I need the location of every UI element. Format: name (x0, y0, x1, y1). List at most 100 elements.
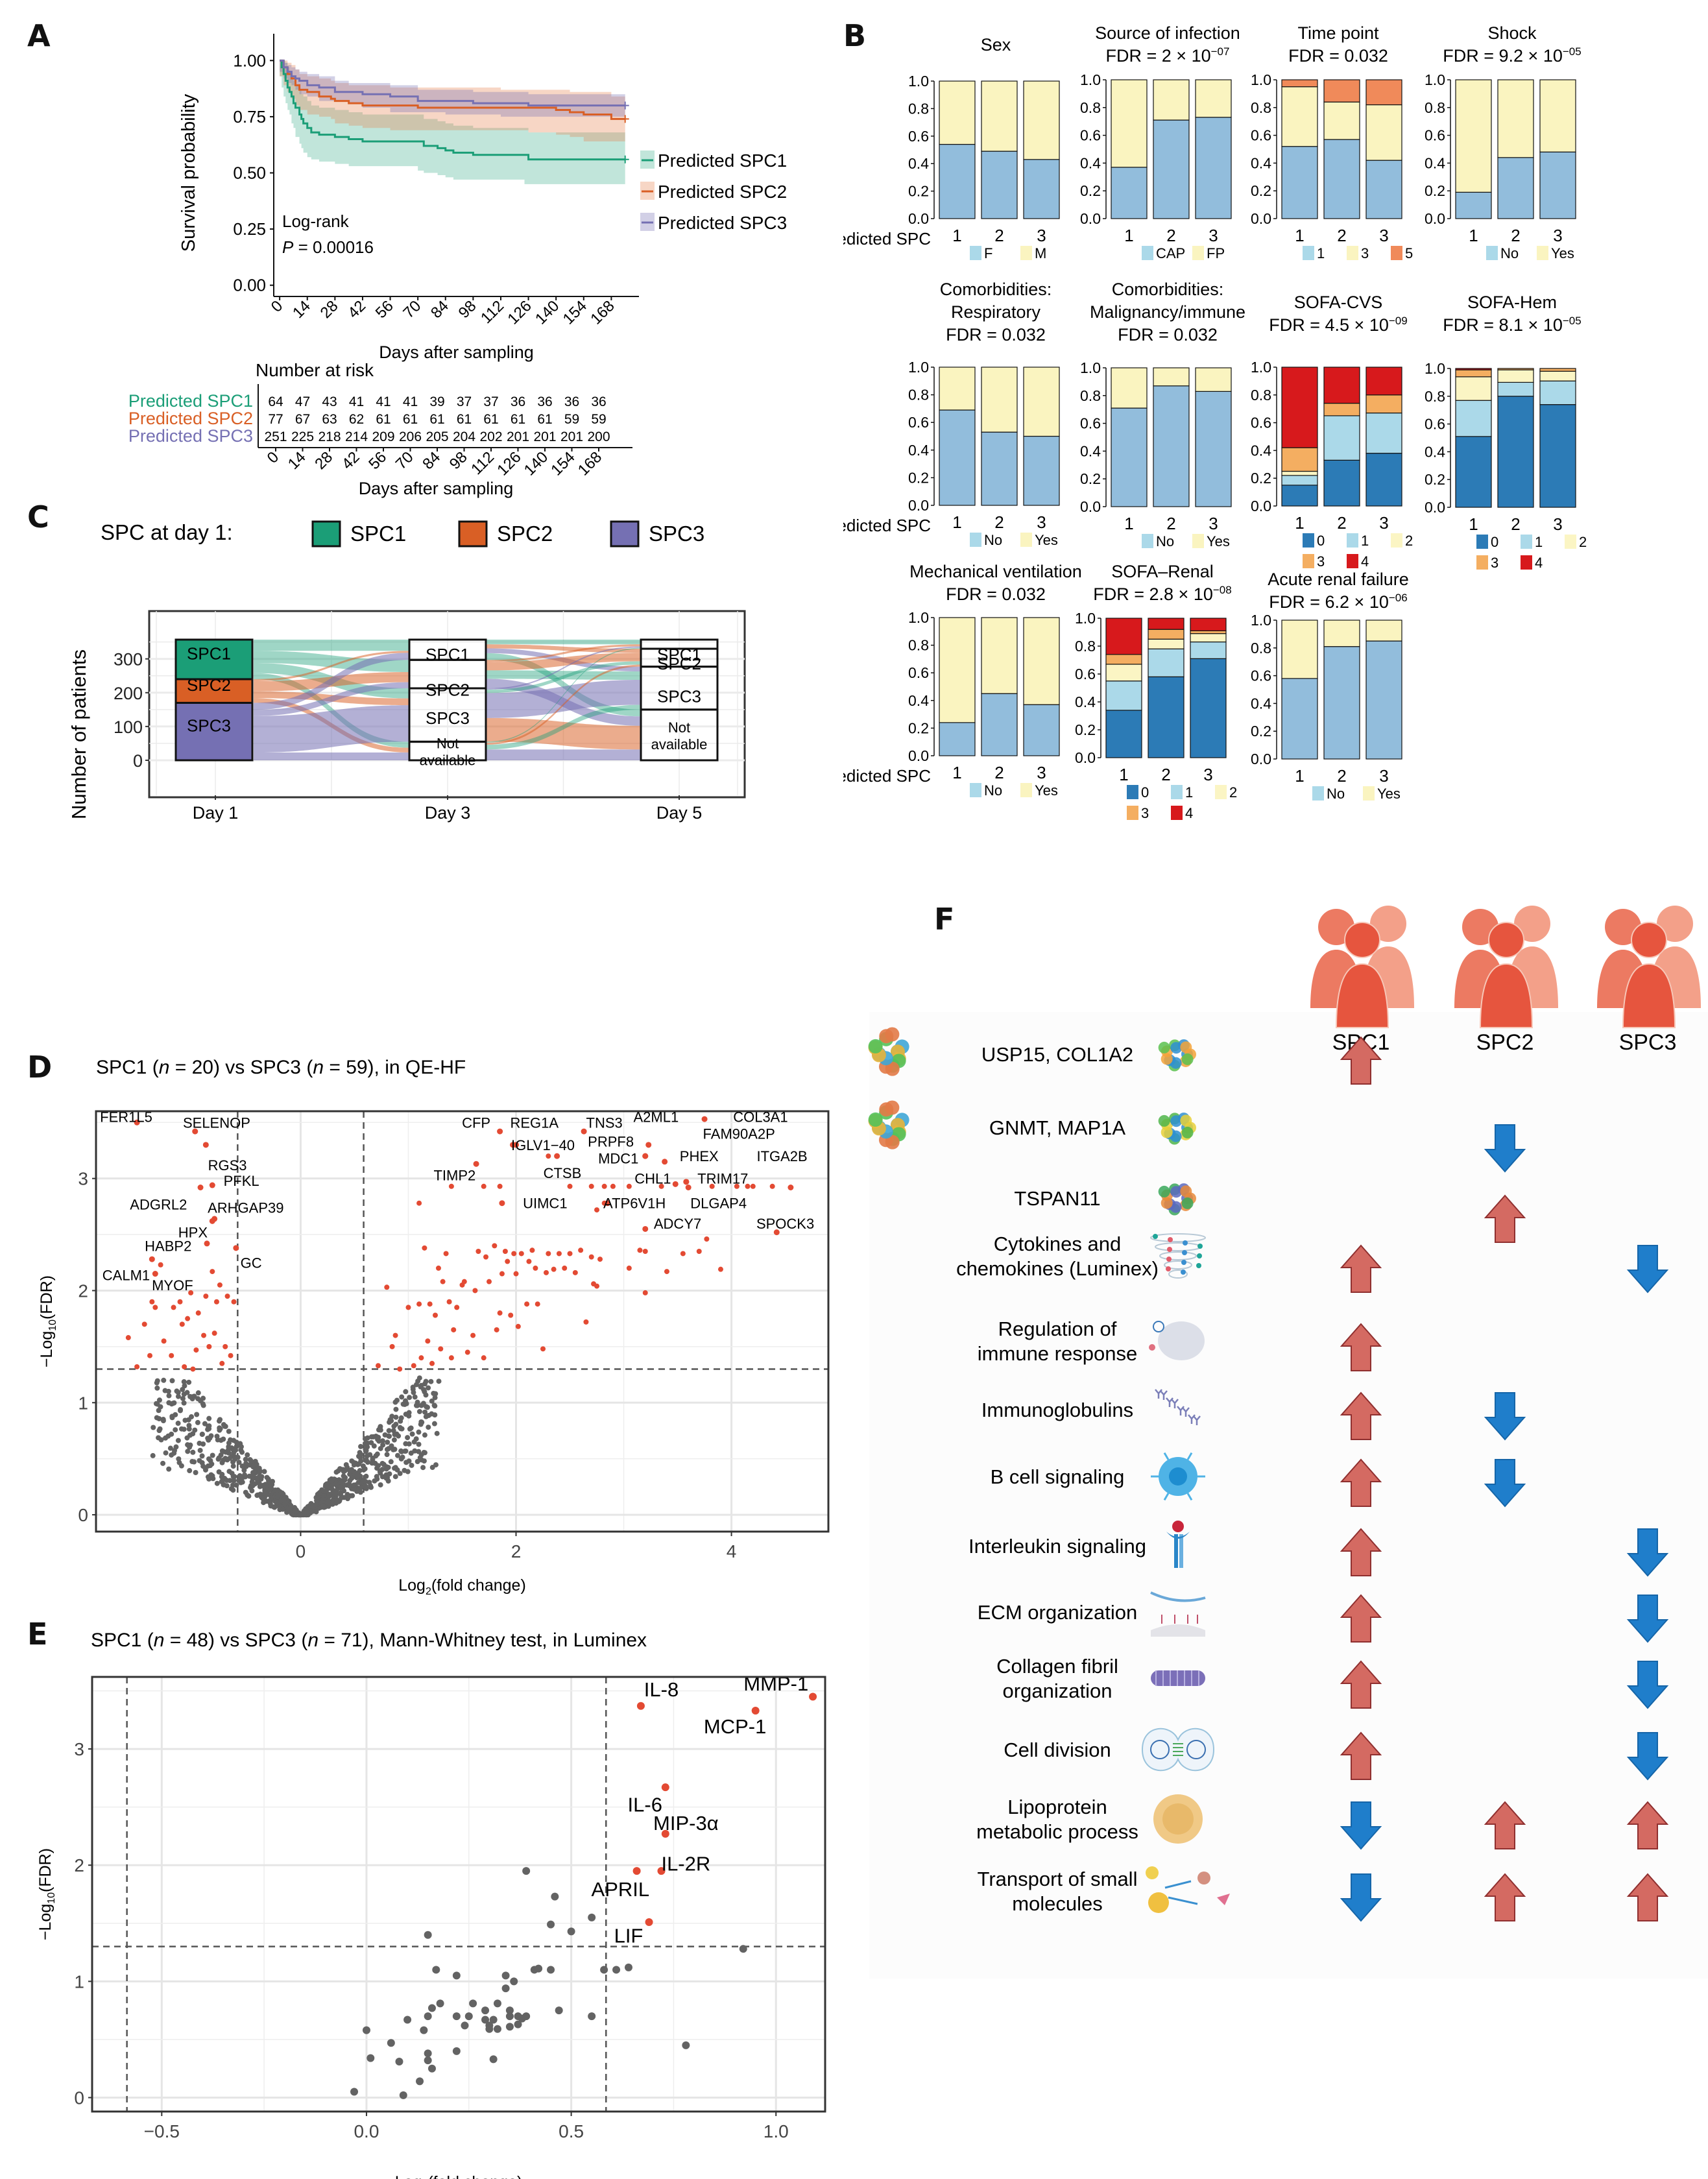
legend-key (1192, 246, 1204, 260)
swirl (1150, 1233, 1206, 1242)
nonsignificant-point (469, 1999, 477, 2008)
labeled-point (605, 1200, 611, 1207)
patient-group-icon (1310, 906, 1414, 1028)
nonsignificant-point (281, 1497, 287, 1502)
subplot-title: Comorbidities: (1112, 280, 1224, 299)
dot (1149, 1344, 1155, 1351)
significant-point (497, 1310, 503, 1316)
nonsignificant-point (398, 1448, 404, 1454)
blob (1170, 1042, 1183, 1054)
legend-key (1020, 783, 1032, 797)
arrow-down-icon (1340, 1873, 1382, 1922)
pathway-label: Lipoprotein (1007, 1796, 1107, 1818)
nonsignificant-point (227, 1478, 233, 1484)
arrow-down-icon (1626, 1528, 1669, 1577)
legend-key (1303, 246, 1314, 260)
person-head (1631, 922, 1667, 958)
subplot-sofa-renal: SOFA–Renal FDR = 2.8 × 10−08 0.0 0.2 0.4 0.6 0… (1075, 562, 1237, 821)
nonsignificant-point (173, 1427, 178, 1433)
legend-label: Predicted SPC2 (658, 182, 787, 202)
significant-point (422, 1245, 427, 1251)
cytokine-point (661, 1829, 669, 1838)
nonsignificant-point (567, 1927, 575, 1936)
nonsignificant-point (489, 2055, 498, 2064)
bar-segment (1023, 80, 1060, 160)
legend-label: 1 (1535, 534, 1543, 550)
bar-segment (981, 150, 1018, 219)
y-tick-label: 0.4 (908, 155, 929, 172)
x-tick-label: 1 (1295, 766, 1304, 786)
y-tick-label: 0.8 (1080, 99, 1101, 116)
bar-segment (1148, 629, 1185, 640)
cytokine-point (751, 1706, 760, 1715)
y-axis-title: Number of patients (67, 649, 90, 819)
blob (885, 1061, 900, 1076)
y-tick-label: 0.4 (908, 692, 929, 709)
nonsignificant-point (407, 1395, 413, 1401)
significant-point (515, 1323, 521, 1329)
nonsignificant-point (329, 1486, 335, 1492)
legend-key (1486, 246, 1498, 260)
dot (1183, 1240, 1188, 1246)
nonsignificant-point (505, 2023, 514, 2031)
stratum-box (174, 638, 254, 680)
nonsignificant-point (505, 2012, 514, 2021)
arrow-down-icon (1626, 1595, 1669, 1643)
nonsignificant-point (257, 1468, 263, 1474)
arrow-up-icon (1340, 1731, 1382, 1780)
stratum-label: SPC3 (187, 716, 231, 736)
nonsignificant-point (184, 1435, 190, 1441)
y-tick-label: 1.0 (1075, 610, 1096, 627)
nonsignificant-point (231, 1446, 237, 1452)
blob (879, 1102, 894, 1117)
bar-segment (1323, 403, 1360, 416)
nonsignificant-point (547, 1920, 555, 1929)
labeled-point (642, 1153, 649, 1159)
nonsignificant-point (424, 2012, 432, 2021)
pathway-row: Immunoglobulins (981, 1389, 1201, 1425)
labeled-point (554, 1153, 560, 1159)
x-tick-label: 84 (427, 297, 452, 322)
y-tick-label: 2 (74, 1855, 84, 1875)
gene-label: CHL1 (634, 1171, 671, 1187)
risk-table-title: Number at risk (256, 360, 374, 380)
nonsignificant-point (368, 1484, 374, 1490)
bar-segment (1105, 618, 1142, 655)
significant-point (432, 1312, 438, 1318)
nonsignificant-point (185, 1442, 191, 1448)
bar-segment (1190, 630, 1227, 634)
nonsignificant-point (169, 1378, 175, 1384)
nonsignificant-point (356, 1453, 362, 1459)
legend-label: F (984, 245, 992, 261)
nucleus (1169, 1467, 1187, 1486)
nonsignificant-point (403, 1441, 409, 1447)
legend-label: 1 (1361, 533, 1369, 549)
risk-value: 201 (507, 429, 529, 444)
nonsignificant-point (367, 1452, 373, 1458)
stratum-label: SPC2 (426, 680, 470, 699)
significant-point (411, 1363, 416, 1369)
significant-point (769, 1183, 775, 1189)
subplot-title: Time point (1297, 23, 1379, 43)
nonsignificant-point (259, 1495, 265, 1501)
significant-point (223, 1343, 228, 1349)
nonsignificant-point (347, 1478, 353, 1484)
nonsignificant-point (218, 1438, 224, 1443)
nonsignificant-point (393, 1414, 399, 1420)
risk-value: 206 (399, 429, 422, 444)
x-tick-label: 1 (1469, 514, 1478, 534)
swirl (1164, 1260, 1192, 1270)
nonsignificant-point (378, 1445, 383, 1451)
legend-key (1391, 533, 1402, 548)
legend-key (1347, 533, 1358, 548)
nonsignificant-point (501, 1971, 510, 1980)
nonsignificant-point (313, 1495, 319, 1500)
nonsignificant-point (363, 1458, 368, 1463)
nonsignificant-point (415, 1458, 420, 1464)
risk-value: 214 (345, 429, 368, 444)
legend-label: 3 (1491, 555, 1498, 571)
nonsignificant-point (379, 1467, 385, 1473)
pathway-row: B cell signaling (991, 1452, 1205, 1501)
